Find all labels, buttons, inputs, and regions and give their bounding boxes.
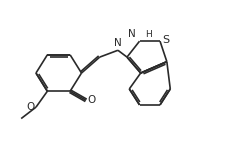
Text: N: N	[128, 29, 136, 39]
Text: methoxy: methoxy	[14, 118, 20, 119]
Text: S: S	[162, 35, 169, 45]
Text: N: N	[114, 38, 122, 47]
Text: O: O	[26, 102, 34, 112]
Text: O: O	[88, 95, 96, 105]
Text: H: H	[145, 30, 152, 39]
